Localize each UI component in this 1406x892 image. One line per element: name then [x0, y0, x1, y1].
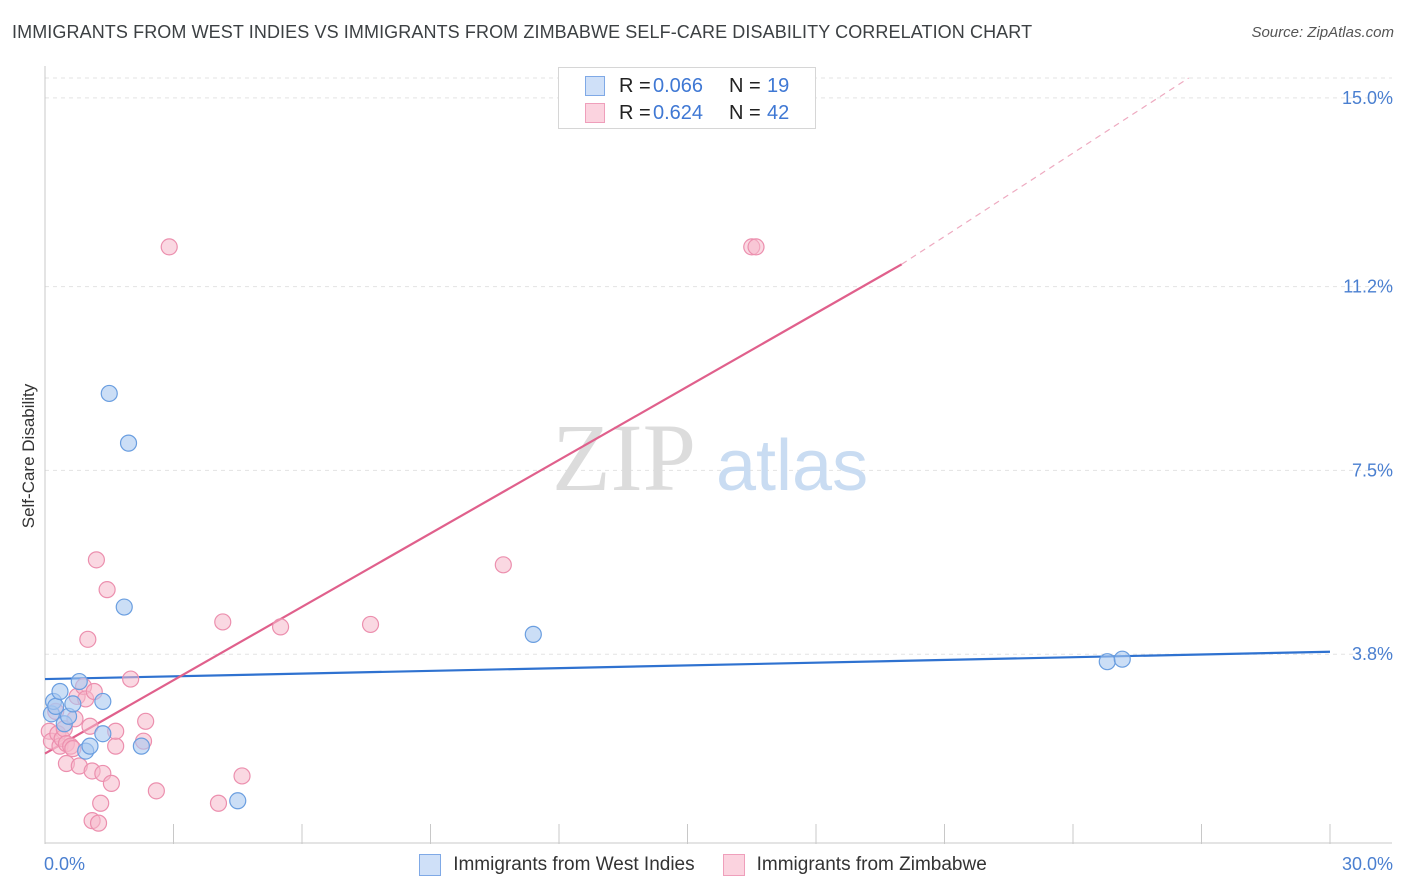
- n-value: 19: [767, 74, 790, 97]
- trend-line-zimbabwe: [44, 263, 903, 755]
- r-value: 0.624: [653, 101, 704, 124]
- y-axis-label: Self-Care Disability: [19, 383, 38, 528]
- y-tick-label: 3.8%: [1352, 644, 1393, 664]
- data-point-west-indies: [70, 672, 88, 691]
- y-tick-label: 7.5%: [1352, 460, 1393, 480]
- legend-row-west-indies: R = 0.066 N = 19: [585, 74, 789, 98]
- data-point-zimbabwe: [494, 556, 512, 574]
- data-point-zimbabwe: [361, 615, 380, 634]
- data-point-west-indies: [100, 384, 118, 403]
- data-point-west-indies: [64, 695, 82, 713]
- data-point-west-indies: [81, 737, 99, 755]
- data-point-zimbabwe: [271, 618, 290, 636]
- data-point-west-indies: [1113, 650, 1131, 668]
- legend-item-zimbabwe[interactable]: Immigrants from Zimbabwe: [722, 854, 987, 876]
- legend-label: Immigrants from Zimbabwe: [756, 854, 987, 875]
- n-label: N =: [729, 101, 761, 124]
- data-point-zimbabwe: [79, 630, 97, 648]
- data-point-west-indies: [132, 737, 150, 755]
- points-layer: [40, 238, 1131, 832]
- r-label: R =: [619, 101, 651, 124]
- data-point-zimbabwe: [147, 782, 165, 800]
- data-point-zimbabwe: [98, 581, 116, 599]
- data-point-west-indies: [229, 792, 247, 810]
- data-point-zimbabwe: [214, 613, 232, 631]
- watermark-zip: ZIP: [552, 404, 696, 511]
- trend-line-zimbabwe-extension: [901, 77, 1189, 265]
- correlation-legend: R = 0.066 N = 19 R = 0.624 N = 42: [558, 67, 816, 129]
- labels-layer: 3.8% 7.5% 11.2% 15.0% 0.0% 30.0% Self-Care Dis…: [19, 88, 1393, 874]
- legend-row-zimbabwe: R = 0.624 N = 42: [585, 101, 789, 125]
- n-value: 42: [767, 101, 790, 124]
- x-tick-label: 0.0%: [44, 854, 85, 874]
- y-tick-label: 15.0%: [1342, 88, 1393, 108]
- n-label: N =: [729, 74, 761, 97]
- watermark: ZIP atlas: [552, 404, 868, 511]
- data-point-zimbabwe: [160, 238, 178, 256]
- chart-title: IMMIGRANTS FROM WEST INDIES VS IMMIGRANT…: [12, 22, 1033, 42]
- grid-layer: [45, 77, 1392, 655]
- data-point-west-indies: [115, 598, 133, 616]
- data-point-zimbabwe: [89, 814, 108, 832]
- r-label: R =: [619, 74, 651, 97]
- legend-swatch-blue: [419, 854, 442, 876]
- x-tick-label: 30.0%: [1342, 854, 1393, 874]
- data-point-west-indies: [94, 692, 112, 711]
- data-point-west-indies: [94, 725, 112, 743]
- data-point-zimbabwe: [122, 670, 140, 688]
- data-point-west-indies: [1098, 653, 1116, 671]
- watermark-atlas: atlas: [716, 426, 868, 506]
- legend-swatch-pink: [585, 103, 605, 123]
- data-point-zimbabwe: [87, 551, 106, 569]
- legend-item-west-indies[interactable]: Immigrants from West Indies: [419, 854, 695, 876]
- data-point-zimbabwe: [233, 767, 251, 785]
- data-point-zimbabwe: [107, 737, 125, 755]
- data-point-zimbabwe: [747, 238, 765, 256]
- data-point-west-indies: [51, 682, 69, 701]
- legend-swatch-blue: [585, 76, 605, 96]
- data-point-zimbabwe: [209, 794, 228, 812]
- series-legend: Immigrants from West Indies Immigrants f…: [0, 851, 1406, 879]
- legend-swatch-pink: [722, 854, 745, 876]
- data-point-zimbabwe: [92, 794, 110, 812]
- data-point-zimbabwe: [81, 717, 99, 735]
- y-tick-label: 11.2%: [1343, 277, 1393, 297]
- trend-line-west-indies: [44, 650, 1331, 681]
- r-value: 0.066: [653, 74, 704, 97]
- data-point-zimbabwe: [102, 774, 120, 792]
- data-point-zimbabwe: [137, 712, 155, 730]
- data-point-west-indies: [524, 625, 542, 643]
- source-credit: Source: ZipAtlas.com: [1251, 24, 1394, 41]
- data-point-west-indies: [119, 434, 138, 452]
- legend-label: Immigrants from West Indies: [453, 854, 695, 875]
